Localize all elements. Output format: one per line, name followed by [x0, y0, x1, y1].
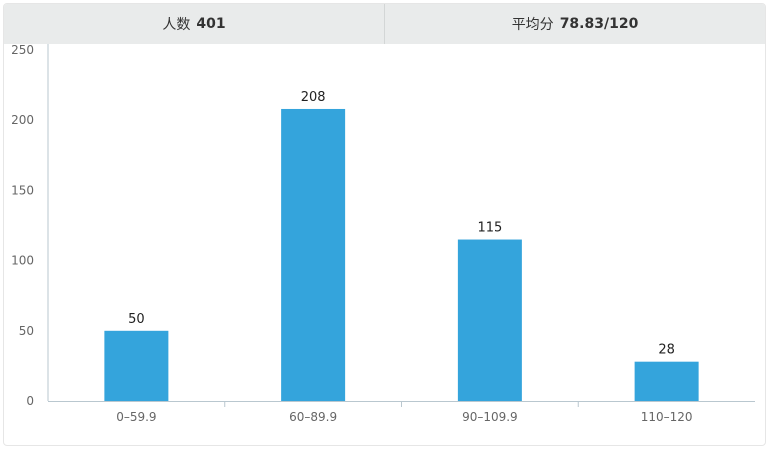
x-tick-label: 90–109.9	[462, 410, 518, 424]
count-label: 人数	[162, 17, 191, 33]
count-value: 401	[196, 16, 226, 32]
bar	[634, 361, 699, 401]
y-tick-label: 150	[11, 183, 34, 197]
x-tick-label: 110–120	[641, 410, 693, 424]
x-tick-label: 0–59.9	[116, 410, 156, 424]
summary-bar: 人数 401 平均分 78.83/120	[4, 4, 765, 44]
bar	[457, 239, 522, 401]
count-stat: 人数 401	[4, 4, 384, 44]
y-tick-label: 200	[11, 113, 34, 127]
y-tick-label: 250	[11, 43, 34, 57]
data-label: 208	[301, 90, 326, 105]
x-tick-label: 60–89.9	[289, 410, 337, 424]
average-stat: 平均分 78.83/120	[384, 4, 765, 44]
data-label: 115	[477, 221, 502, 236]
y-tick-label: 100	[11, 254, 34, 268]
bar	[104, 330, 169, 401]
data-label: 50	[128, 312, 145, 327]
average-label: 平均分	[511, 17, 554, 33]
y-tick-label: 50	[19, 324, 34, 338]
average-value: 78.83/120	[559, 16, 639, 32]
y-tick-label: 0	[26, 394, 34, 408]
data-label: 28	[658, 343, 675, 358]
bar	[281, 108, 346, 401]
